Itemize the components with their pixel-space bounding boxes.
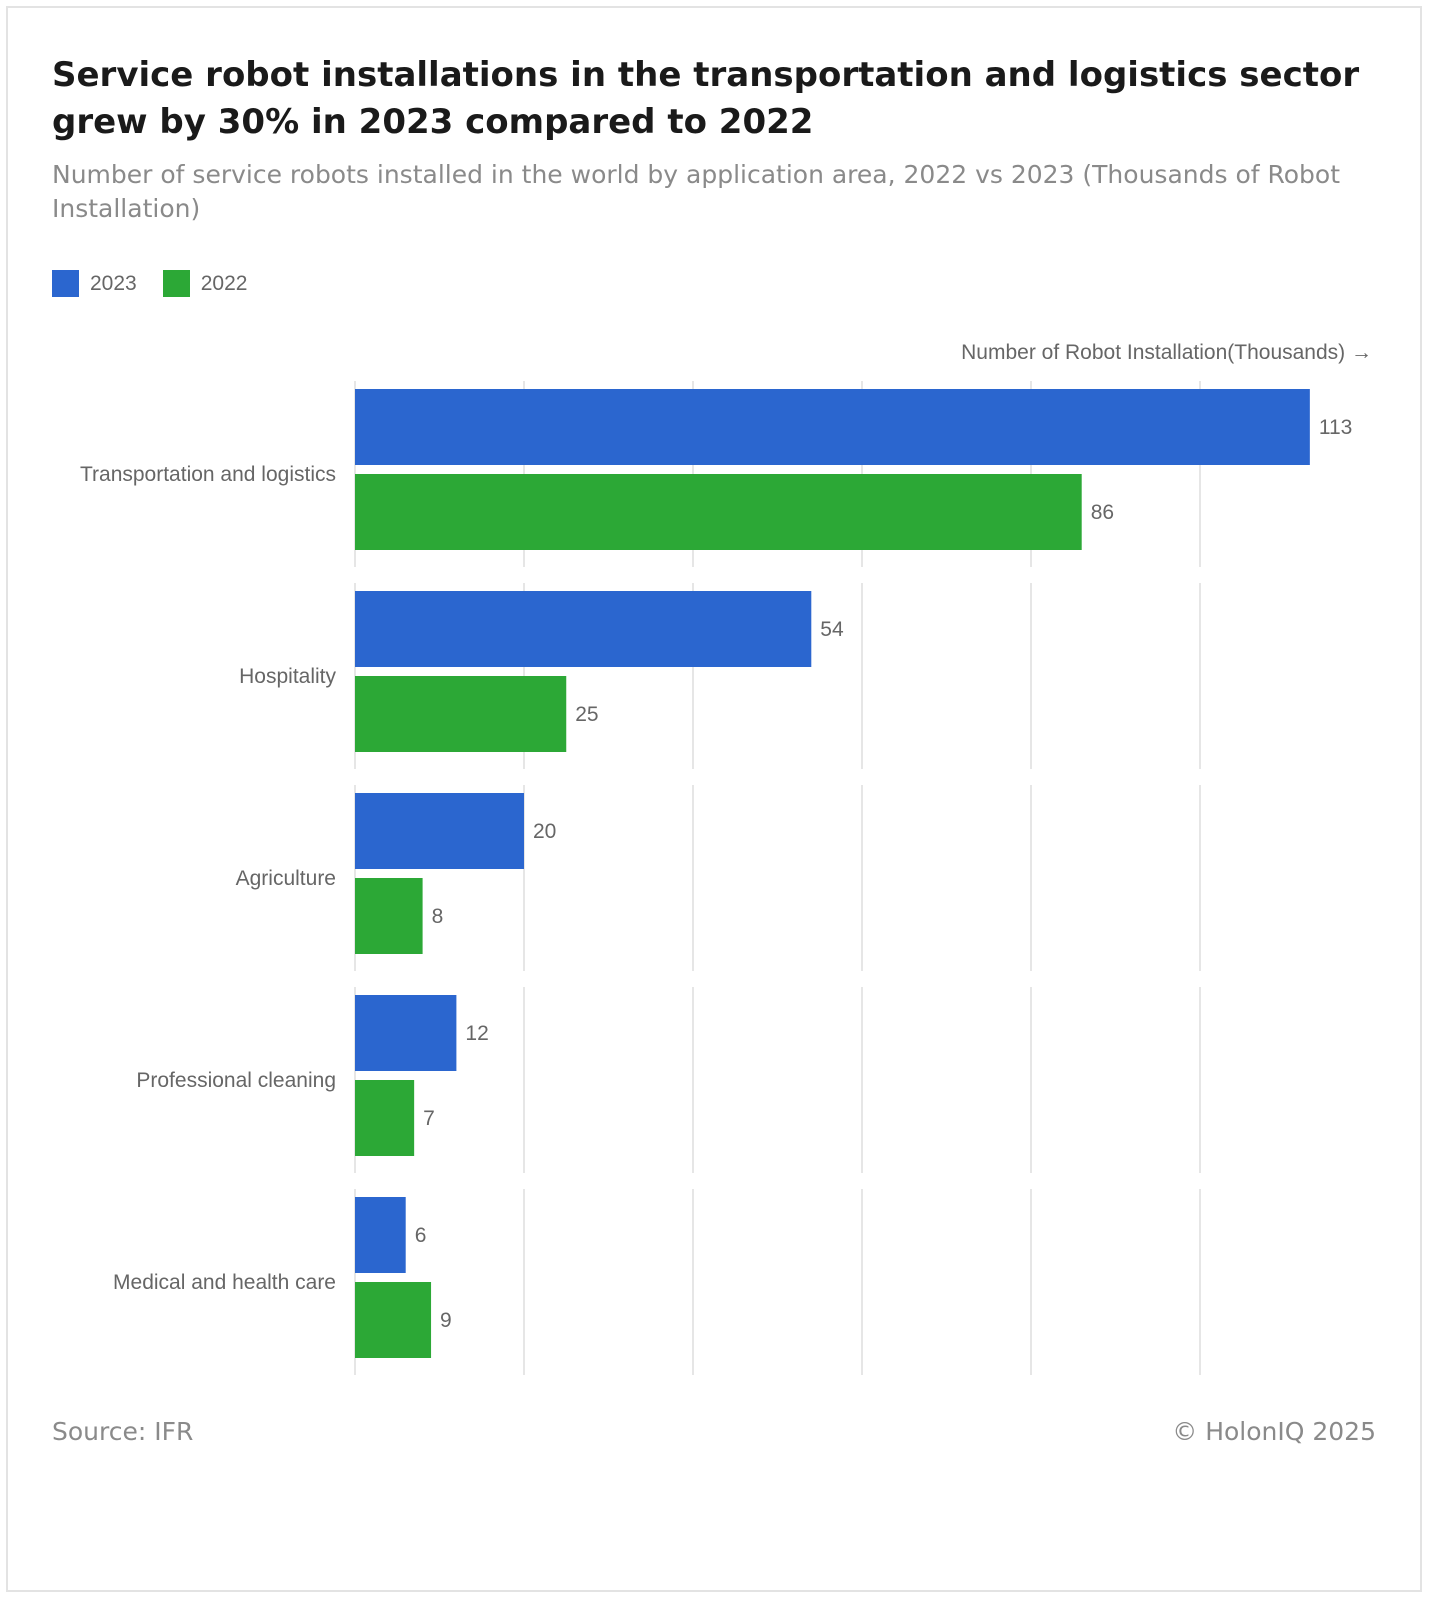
data-label: 9	[440, 1309, 452, 1332]
category-label: Transportation and logistics	[80, 463, 336, 486]
category-label: Hospitality	[239, 665, 336, 688]
chart-title: Service robot installations in the trans…	[52, 55, 1360, 142]
category-label: Medical and health care	[113, 1271, 336, 1294]
data-label: 12	[465, 1022, 488, 1045]
bar-2022	[355, 878, 423, 954]
chart-subtitle: Number of service robots installed in th…	[52, 160, 1341, 223]
legend-item-2023[interactable]: 2023	[52, 270, 137, 297]
bar-2022	[355, 474, 1082, 550]
data-label: 8	[432, 905, 444, 928]
data-label: 54	[820, 618, 844, 641]
chart-card	[6, 6, 1422, 1592]
data-label: 6	[415, 1224, 427, 1247]
data-label: 113	[1319, 416, 1352, 439]
bar-2023	[355, 389, 1310, 465]
bar-2022	[355, 1282, 432, 1358]
bar-2023	[355, 793, 524, 869]
x-axis-title: Number of Robot Installation(Thousands) …	[961, 341, 1372, 364]
category-label: Agriculture	[236, 867, 336, 890]
bar-2022	[355, 1080, 415, 1156]
bar-2023	[355, 995, 457, 1071]
legend-swatch-2023	[52, 270, 79, 297]
legend-swatch-2022	[162, 270, 190, 297]
source-note: Source: IFR	[52, 1417, 194, 1446]
bar-2023	[355, 1197, 406, 1273]
data-label: 20	[533, 820, 556, 843]
legend-item-2022[interactable]: 2022	[162, 270, 248, 297]
data-label: 7	[423, 1107, 435, 1130]
category-label: Professional cleaning	[136, 1069, 336, 1092]
data-label: 86	[1091, 501, 1114, 524]
data-label: 25	[575, 703, 598, 726]
bar-2023	[355, 591, 812, 667]
legend: 2023 2022	[52, 270, 273, 297]
legend-label-2022: 2022	[200, 271, 248, 295]
bar-2022	[355, 676, 567, 752]
legend-label-2023: 2023	[90, 271, 137, 295]
copyright-note: © HolonIQ 2025	[1172, 1417, 1376, 1446]
